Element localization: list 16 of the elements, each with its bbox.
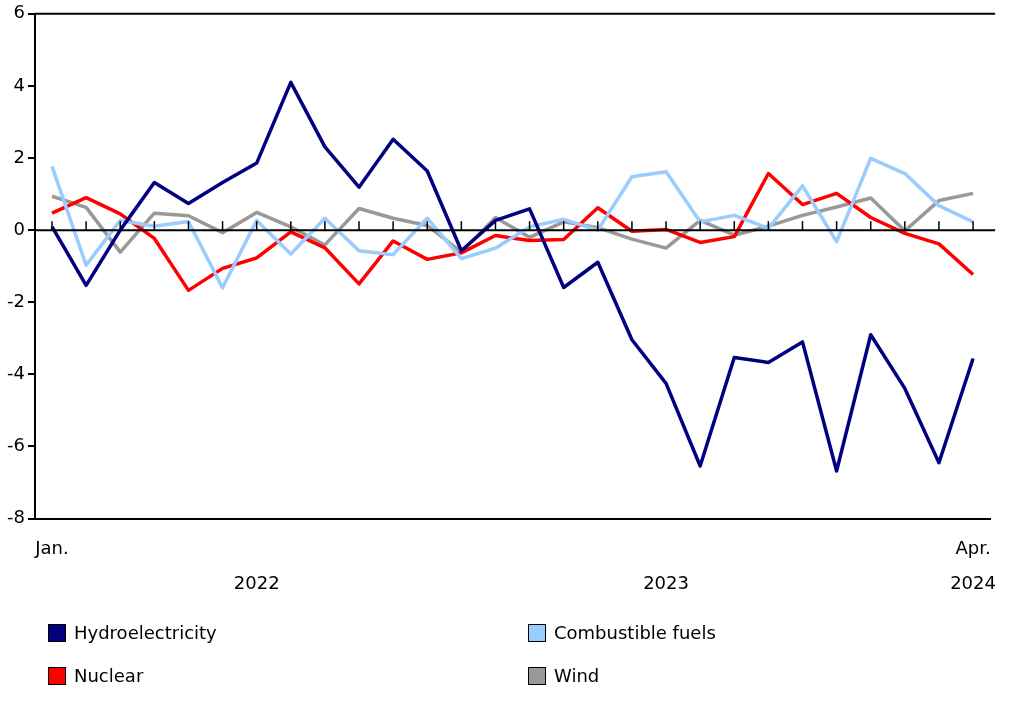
legend-label: Combustible fuels <box>554 622 716 643</box>
legend-label: Hydroelectricity <box>74 622 217 643</box>
y-tick-label: 2 <box>13 145 25 167</box>
y-tick-label: 0 <box>13 217 25 239</box>
x-tick-label: 2022 <box>233 571 280 593</box>
legend-label: Wind <box>554 665 600 686</box>
y-tick-label: -8 <box>6 506 25 528</box>
y-tick-label: 6 <box>13 1 25 23</box>
x-tick-label: Apr. 2024 <box>950 537 996 593</box>
y-tick-label: -2 <box>6 289 25 311</box>
y-tick-label: -4 <box>6 362 25 384</box>
x-tick-label: 2023 <box>643 571 689 593</box>
x-tick-label: Jan. <box>34 537 69 559</box>
legend-label: Nuclear <box>74 665 144 686</box>
y-tick-label: -6 <box>6 434 25 456</box>
y-tick-label: 4 <box>13 73 25 95</box>
